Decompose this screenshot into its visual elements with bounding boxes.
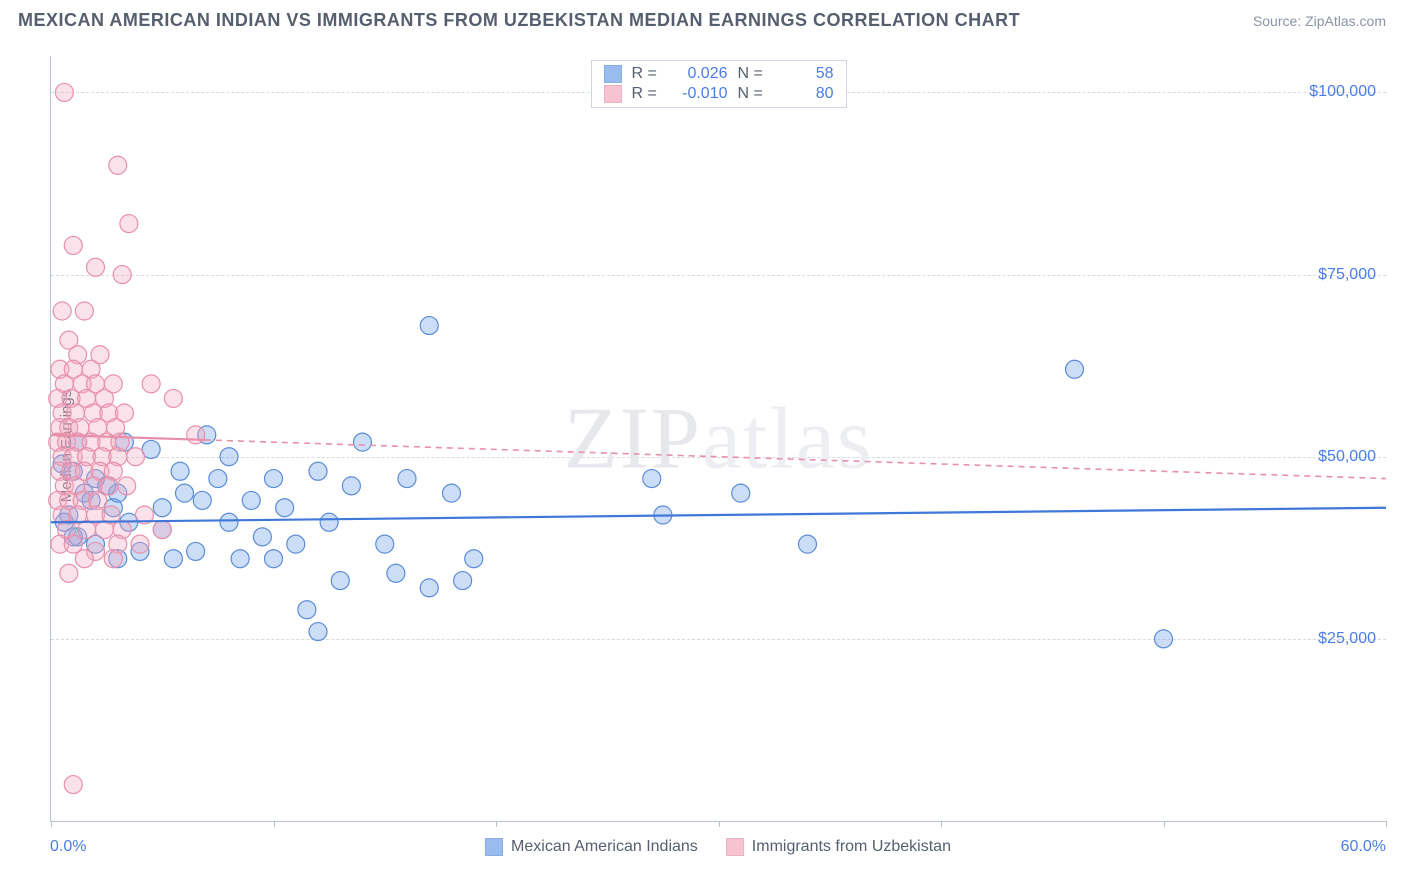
n-value: 80 <box>780 85 834 103</box>
legend-swatch-series-a <box>604 65 622 83</box>
scatter-point <box>287 535 305 553</box>
scatter-point <box>1066 360 1084 378</box>
legend-item-series-b: Immigrants from Uzbekistan <box>726 838 951 856</box>
scatter-point <box>331 572 349 590</box>
r-label: R = <box>632 85 664 103</box>
scatter-point <box>87 258 105 276</box>
legend-swatch-series-b <box>604 85 622 103</box>
scatter-point <box>120 215 138 233</box>
scatter-point <box>164 550 182 568</box>
scatter-point <box>309 462 327 480</box>
x-tick <box>941 821 942 827</box>
x-tick <box>274 821 275 827</box>
scatter-point <box>387 564 405 582</box>
scatter-point <box>153 499 171 517</box>
scatter-point <box>265 470 283 488</box>
scatter-point <box>643 470 661 488</box>
scatter-point <box>60 564 78 582</box>
scatter-point <box>176 484 194 502</box>
correlation-row-series-b: R = -0.010 N = 80 <box>604 85 834 103</box>
scatter-point <box>75 550 93 568</box>
x-tick <box>1164 821 1165 827</box>
legend-item-series-a: Mexican American Indians <box>485 838 698 856</box>
n-label: N = <box>738 85 770 103</box>
series-legend: Mexican American Indians Immigrants from… <box>485 838 951 856</box>
scatter-point <box>454 572 472 590</box>
scatter-point <box>354 433 372 451</box>
scatter-point <box>443 484 461 502</box>
scatter-point <box>187 426 205 444</box>
scatter-point <box>220 513 238 531</box>
scatter-point <box>193 491 211 509</box>
x-tick <box>719 821 720 827</box>
scatter-point <box>75 302 93 320</box>
n-label: N = <box>738 65 770 83</box>
legend-label: Immigrants from Uzbekistan <box>752 838 951 856</box>
scatter-point <box>187 542 205 560</box>
legend-swatch-series-a <box>485 838 503 856</box>
scatter-point <box>231 550 249 568</box>
scatter-point <box>53 302 71 320</box>
x-tick <box>1386 821 1387 827</box>
scatter-point <box>242 491 260 509</box>
x-axis-max-label: 60.0% <box>1341 838 1386 856</box>
scatter-point <box>64 236 82 254</box>
r-value: -0.010 <box>674 85 728 103</box>
scatter-point <box>1155 630 1173 648</box>
x-axis-min-label: 0.0% <box>50 838 86 856</box>
legend-swatch-series-b <box>726 838 744 856</box>
scatter-point <box>320 513 338 531</box>
scatter-point <box>465 550 483 568</box>
scatter-point <box>171 462 189 480</box>
chart-plot-area: ZIPatlas R = 0.026 N = 58 R = -0.010 N =… <box>50 56 1386 822</box>
scatter-point <box>209 470 227 488</box>
scatter-point <box>153 521 171 539</box>
legend-label: Mexican American Indians <box>511 838 698 856</box>
scatter-point <box>342 477 360 495</box>
scatter-point <box>95 521 113 539</box>
scatter-point <box>104 550 122 568</box>
trend-line <box>51 435 1386 479</box>
scatter-point <box>732 484 750 502</box>
scatter-point <box>253 528 271 546</box>
x-axis-row: 0.0% Mexican American Indians Immigrants… <box>50 832 1386 862</box>
scatter-point <box>276 499 294 517</box>
scatter-point <box>164 389 182 407</box>
scatter-point <box>127 448 145 466</box>
scatter-point <box>376 535 394 553</box>
scatter-point <box>55 83 73 101</box>
scatter-point <box>799 535 817 553</box>
scatter-point <box>64 776 82 794</box>
r-label: R = <box>632 65 664 83</box>
source-label: Source: ZipAtlas.com <box>1253 13 1386 29</box>
scatter-point <box>113 266 131 284</box>
chart-title: MEXICAN AMERICAN INDIAN VS IMMIGRANTS FR… <box>18 10 1020 31</box>
scatter-point <box>220 448 238 466</box>
correlation-legend: R = 0.026 N = 58 R = -0.010 N = 80 <box>591 60 847 108</box>
scatter-point <box>309 623 327 641</box>
scatter-point <box>420 579 438 597</box>
r-value: 0.026 <box>674 65 728 83</box>
scatter-svg <box>51 56 1386 821</box>
scatter-point <box>265 550 283 568</box>
x-tick <box>51 821 52 827</box>
scatter-point <box>109 156 127 174</box>
scatter-point <box>131 535 149 553</box>
x-tick <box>496 821 497 827</box>
scatter-point <box>78 521 96 539</box>
n-value: 58 <box>780 65 834 83</box>
scatter-point <box>298 601 316 619</box>
scatter-point <box>118 477 136 495</box>
scatter-point <box>398 470 416 488</box>
scatter-point <box>420 317 438 335</box>
scatter-point <box>142 375 160 393</box>
correlation-row-series-a: R = 0.026 N = 58 <box>604 65 834 83</box>
